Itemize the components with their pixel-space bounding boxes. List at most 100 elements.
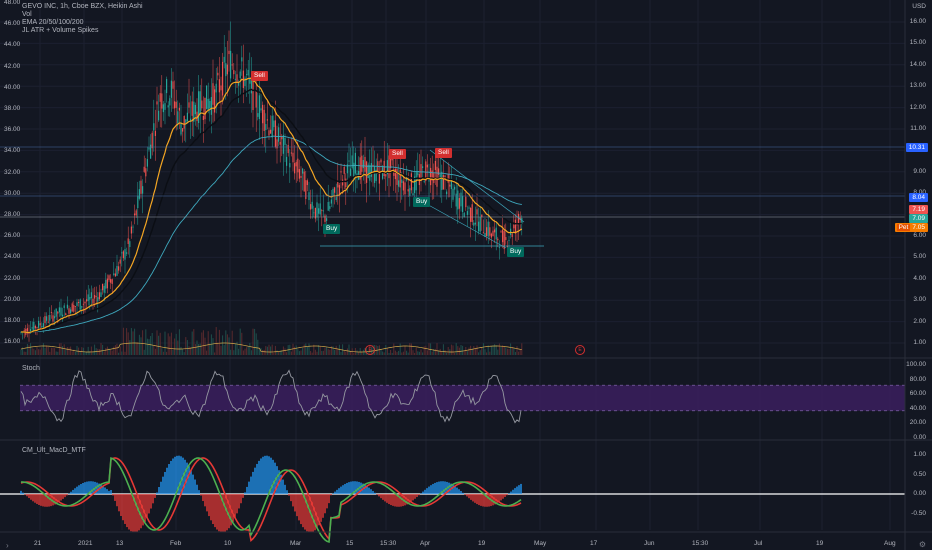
volume-bar <box>450 344 452 355</box>
candle-body <box>188 102 190 108</box>
time-axis-tick: 15:30 <box>692 540 709 547</box>
volume-bar <box>250 350 252 355</box>
volume-bar <box>254 328 256 355</box>
candle-body <box>98 292 100 300</box>
volume-bar <box>239 328 241 355</box>
macd-histogram-bar <box>42 494 44 507</box>
volume-bar <box>436 343 438 355</box>
candle-body <box>313 212 315 214</box>
candle-body <box>364 156 366 172</box>
volume-bar <box>209 343 211 355</box>
ema-legend[interactable]: EMA 20/50/100/200 <box>22 19 84 26</box>
candle-body <box>201 100 203 109</box>
macd-histogram-bar <box>294 494 296 512</box>
candle-body <box>81 306 83 308</box>
volume-bar <box>55 351 57 355</box>
candle-body <box>71 303 73 312</box>
macd-histogram-bar <box>334 491 336 494</box>
candle-body <box>350 168 352 176</box>
candle-body <box>503 231 505 250</box>
candle-body <box>185 119 187 123</box>
candle-body <box>62 314 64 317</box>
volume-bar <box>106 346 108 355</box>
macd-histogram-bar <box>198 490 200 494</box>
time-axis-tick: 19 <box>478 540 486 547</box>
left-axis-tick: 34.00 <box>4 147 21 155</box>
candle-body <box>402 181 404 191</box>
volume-bar <box>394 350 396 355</box>
earnings-event-icon[interactable]: E <box>365 345 375 355</box>
volume-bar <box>70 346 72 355</box>
stoch-axis-tick: 100.00 <box>906 361 926 368</box>
macd-histogram-bar <box>470 494 472 500</box>
volume-bar <box>222 335 224 355</box>
jl-atr-legend[interactable]: JL ATR + Volume Spikes <box>22 27 99 34</box>
volume-bar <box>327 349 329 355</box>
price-tag-10-31: 10.31 <box>905 143 928 152</box>
candle-body <box>249 77 251 84</box>
macd-histogram-bar <box>510 491 512 494</box>
macd-histogram-bar <box>150 494 152 509</box>
macd-histogram-bar <box>146 494 148 518</box>
macd-histogram-bar <box>46 494 48 507</box>
gear-icon[interactable]: ⚙ <box>918 540 926 549</box>
macd-histogram-bar <box>74 488 76 494</box>
candle-body <box>412 193 414 196</box>
volume-bar <box>71 351 73 355</box>
candle-body <box>194 104 196 115</box>
macd-histogram-bar <box>336 489 338 494</box>
candle-body <box>118 266 120 271</box>
volume-bar <box>380 348 382 355</box>
candle-body <box>298 169 300 179</box>
volume-bar <box>452 345 454 355</box>
candle-body <box>220 85 222 91</box>
volume-bar <box>398 350 400 355</box>
candle-body <box>378 172 380 184</box>
candle-body <box>206 85 208 109</box>
macd-histogram-bar <box>130 494 132 532</box>
volume-bar <box>230 349 232 355</box>
candle-body <box>180 123 182 135</box>
right-axis-tick: 2.00 <box>913 317 926 325</box>
chevron-icon[interactable]: › <box>6 541 9 550</box>
volume-bar <box>345 351 347 355</box>
volume-bar <box>313 344 315 355</box>
candle-body <box>38 320 40 328</box>
earnings-event-icon-2[interactable]: E <box>575 345 585 355</box>
stoch-axis-tick: 20.00 <box>909 419 926 426</box>
candle-body <box>182 128 184 132</box>
volume-bar <box>324 347 326 355</box>
macd-histogram-bar <box>426 488 428 494</box>
left-axis-tick: 30.00 <box>4 189 21 197</box>
candle-body <box>492 230 494 237</box>
volume-bar <box>502 345 504 355</box>
candle-body <box>265 124 267 131</box>
macd-histogram-bar <box>478 494 480 506</box>
volume-bar <box>466 351 468 355</box>
volume-bar <box>353 352 355 355</box>
macd-histogram-bar <box>308 494 310 533</box>
candle-body <box>28 332 30 334</box>
macd-histogram-bar <box>282 479 284 494</box>
candle-body <box>292 152 294 163</box>
macd-histogram-bar <box>110 490 112 494</box>
volume-bar <box>362 349 364 355</box>
macd-histogram-bar <box>306 494 308 532</box>
volume-bar <box>425 345 427 355</box>
stoch-title[interactable]: Stoch <box>22 365 40 372</box>
macd-histogram-bar <box>304 494 306 530</box>
volume-bar <box>338 344 340 355</box>
ema-100-line <box>20 88 522 333</box>
candle-body <box>426 164 428 168</box>
symbol-legend[interactable]: GEVO INC, 1h, Cboe BZX, Heikin Ashi <box>22 3 143 10</box>
volume-bar <box>206 350 208 355</box>
macd-histogram-bar <box>118 494 120 512</box>
macd-histogram-bar <box>80 484 82 494</box>
candle-body <box>39 323 41 326</box>
macd-histogram-bar <box>300 494 302 525</box>
macd-title[interactable]: CM_Ult_MacD_MTF <box>22 447 86 454</box>
candle-body <box>257 113 259 117</box>
volume-legend[interactable]: Vol <box>22 11 32 18</box>
volume-bar <box>33 348 35 355</box>
